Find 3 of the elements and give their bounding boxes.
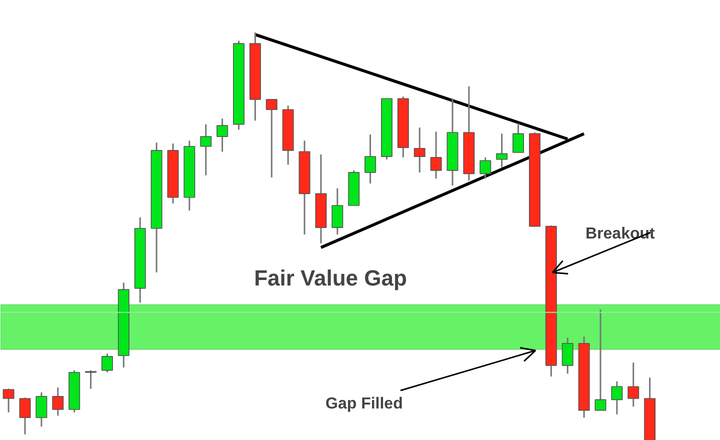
annotation: Gap Filled bbox=[326, 396, 403, 412]
annotation: Breakout bbox=[586, 226, 656, 242]
band-label: Fair Value Gap bbox=[254, 265, 407, 290]
